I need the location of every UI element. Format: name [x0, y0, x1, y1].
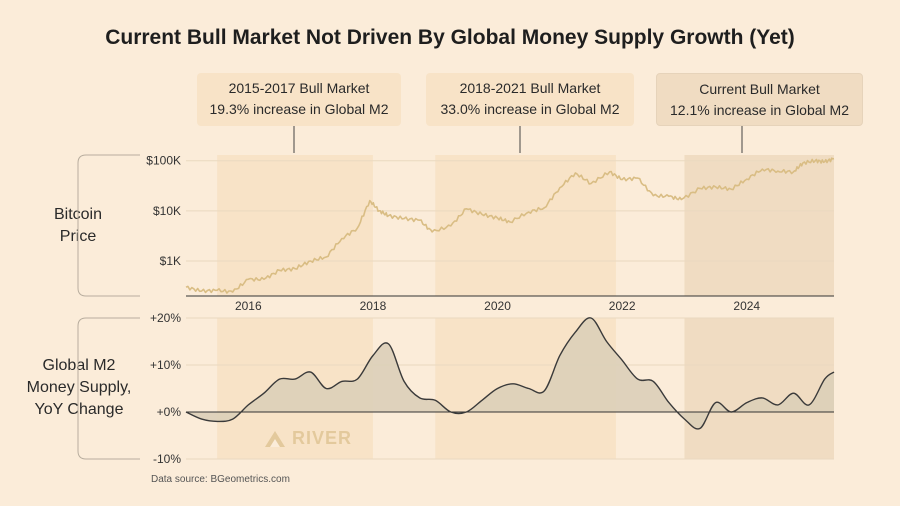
- callout-period: 2018-2021 Bull Market: [459, 80, 601, 96]
- callout-period: 2015-2017 Bull Market: [228, 80, 370, 96]
- x-tick-label: 2024: [733, 299, 760, 313]
- x-tick-label: 2022: [609, 299, 636, 313]
- river-mountain-icon: [265, 430, 285, 447]
- m2-area-fill: [186, 317, 834, 429]
- x-tick-label: 2016: [235, 299, 262, 313]
- bull-period-band: [684, 155, 834, 296]
- m2-y-tick-label: +20%: [150, 311, 181, 325]
- m2-yoy-line: [185, 317, 835, 430]
- bull-period-band: [684, 318, 834, 459]
- price-y-tick-label: $100K: [146, 154, 181, 168]
- callout-period: Current Bull Market: [699, 81, 820, 97]
- bitcoin-price-line: [185, 157, 835, 294]
- x-tick-label: 2020: [484, 299, 511, 313]
- price-y-tick-label: $1K: [160, 254, 181, 268]
- chart-title: Current Bull Market Not Driven By Global…: [105, 26, 795, 49]
- callout-note: 12.1% increase in Global M2: [670, 102, 849, 118]
- callout-2015-2017: 2015-2017 Bull Market 19.3% increase in …: [197, 73, 401, 126]
- side-label-line: Money Supply,: [26, 379, 132, 396]
- bull-period-band: [435, 155, 616, 296]
- river-logo: RIVER: [264, 428, 352, 449]
- m2-side-label: Global M2 Money Supply, YoY Change: [14, 355, 144, 421]
- price-y-tick-label: $10K: [153, 204, 181, 218]
- m2-y-tick-label: +0%: [157, 405, 182, 419]
- side-label-line: YoY Change: [34, 401, 124, 418]
- callout-note: 19.3% increase in Global M2: [209, 101, 389, 117]
- callout-current: Current Bull Market 12.1% increase in Gl…: [656, 73, 863, 126]
- m2-bracket: [77, 317, 140, 460]
- m2-y-tick-label: -10%: [153, 452, 181, 466]
- data-source-note: Data source: BGeometrics.com: [151, 474, 290, 485]
- bull-period-band: [217, 155, 373, 296]
- x-tick-label: 2018: [360, 299, 387, 313]
- logo-text: RIVER: [292, 428, 353, 448]
- price-bracket: [77, 154, 140, 297]
- callout-2018-2021: 2018-2021 Bull Market 33.0% increase in …: [426, 73, 634, 126]
- callout-note: 33.0% increase in Global M2: [440, 101, 620, 117]
- m2-y-tick-label: +10%: [150, 358, 181, 372]
- side-label-line: Global M2: [42, 357, 116, 374]
